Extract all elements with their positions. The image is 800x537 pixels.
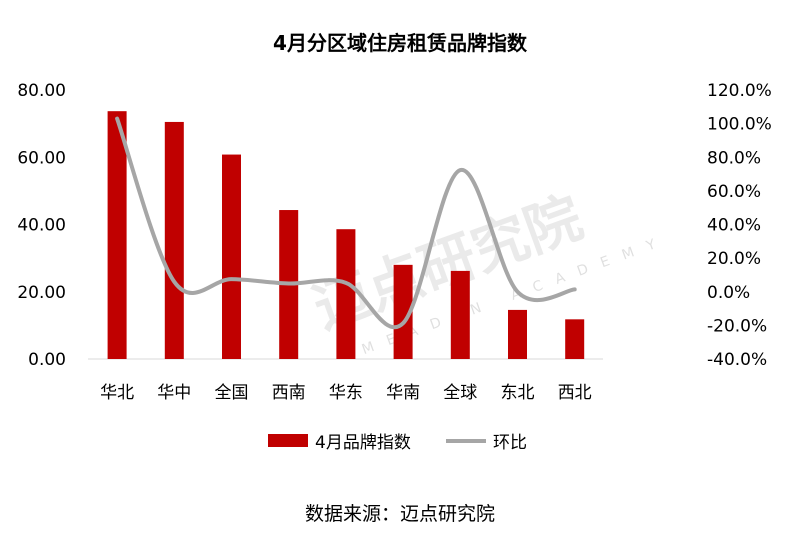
chart-title: 4月分区域住房租赁品牌指数: [273, 31, 528, 55]
legend: 4月品牌指数 环比: [268, 433, 527, 453]
category-label: 全球: [443, 383, 477, 403]
right-tick-label: 120.0%: [707, 81, 772, 101]
source-note: 数据来源：迈点研究院: [305, 503, 495, 525]
bar-华中: [164, 121, 184, 359]
left-tick-label: 20.00: [17, 283, 66, 303]
category-label: 全国: [215, 383, 249, 403]
bar-全球: [450, 270, 470, 359]
bar-华南: [393, 264, 413, 359]
category-label: 西北: [558, 383, 592, 403]
category-label: 华东: [329, 383, 363, 403]
left-tick-label: 40.00: [17, 216, 66, 236]
category-label: 华中: [157, 383, 191, 403]
category-label: 东北: [501, 383, 535, 403]
series-line-环比: [115, 116, 577, 330]
right-tick-label: 0.0%: [707, 283, 750, 303]
bar-华东: [336, 229, 356, 359]
legend-label-line: 环比: [493, 433, 527, 453]
right-tick-label: 100.0%: [707, 115, 772, 135]
category-label: 华南: [386, 383, 420, 403]
bar-华北: [107, 111, 127, 359]
category-label: 西南: [272, 383, 306, 403]
left-tick-label: 0.00: [28, 350, 66, 370]
right-tick-label: 40.0%: [707, 216, 761, 236]
right-tick-label: -40.0%: [707, 350, 767, 370]
legend-swatch-bar: [268, 434, 308, 447]
right-tick-label: 60.0%: [707, 182, 761, 202]
right-tick-label: 20.0%: [707, 249, 761, 269]
right-tick-label: -20.0%: [707, 316, 767, 336]
watermark: 迈点研究院 MEADIN ACADEMY: [305, 185, 671, 358]
right-tick-label: 80.0%: [707, 148, 761, 168]
category-label: 华北: [100, 383, 134, 403]
left-tick-label: 60.00: [17, 148, 66, 168]
legend-label-bar: 4月品牌指数: [315, 433, 411, 453]
bar-东北: [508, 309, 527, 359]
left-tick-label: 80.00: [17, 81, 66, 101]
bar-西北: [565, 319, 585, 359]
bar-全国: [222, 154, 241, 359]
